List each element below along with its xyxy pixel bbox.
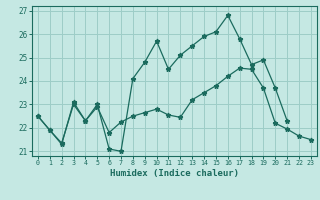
X-axis label: Humidex (Indice chaleur): Humidex (Indice chaleur) — [110, 169, 239, 178]
